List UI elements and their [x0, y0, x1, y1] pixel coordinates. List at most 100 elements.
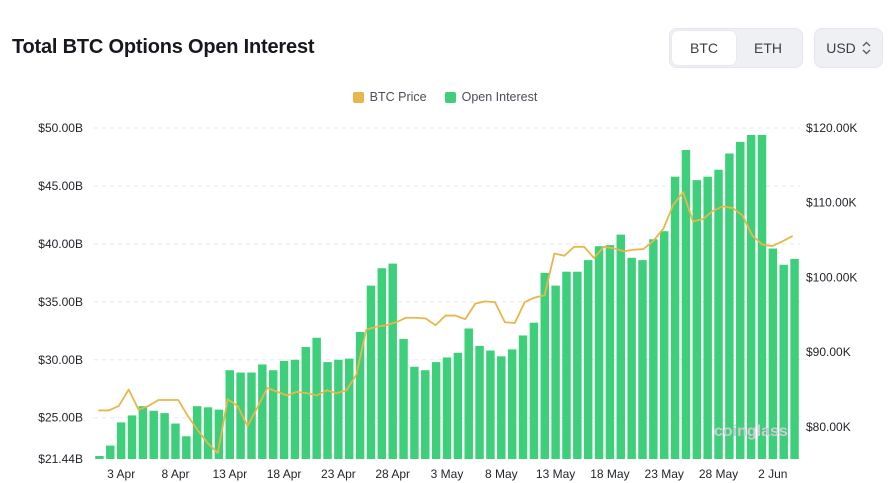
legend-label-btc-price: BTC Price: [369, 90, 427, 104]
open-interest-bar: [605, 245, 615, 459]
y-right-tick-label: $120.00K: [806, 121, 857, 135]
y-left-tick-label: $25.00B: [38, 411, 83, 425]
open-interest-bar: [334, 359, 343, 459]
currency-select-value: USD: [826, 40, 856, 56]
open-interest-bar: [149, 410, 158, 459]
open-interest-bar: [736, 141, 745, 459]
open-interest-bar: [192, 406, 202, 459]
legend-item-open-interest[interactable]: Open Interest: [444, 90, 538, 104]
y-right-tick-label: $80.00K: [806, 420, 851, 434]
x-tick-label: 8 Apr: [161, 467, 189, 481]
open-interest-bar: [790, 258, 799, 459]
legend-swatch-open-interest: [444, 91, 456, 103]
open-interest-bar: [301, 347, 311, 459]
open-interest-bar: [486, 350, 495, 459]
open-interest-bar: [725, 153, 734, 459]
x-tick-label: 28 Apr: [375, 467, 410, 481]
chevron-up-down-icon: [862, 41, 871, 55]
open-interest-bar: [681, 150, 691, 459]
y-left-tick-label: $35.00B: [38, 295, 83, 309]
open-interest-bar: [692, 180, 702, 459]
x-tick-label: 23 Apr: [321, 467, 356, 481]
legend-label-open-interest: Open Interest: [461, 90, 538, 104]
open-interest-bar: [421, 370, 430, 459]
open-interest-bar: [714, 169, 723, 459]
y-right-tick-label: $110.00K: [806, 196, 857, 210]
open-interest-bar: [268, 370, 278, 459]
y-left-tick-label: $40.00B: [38, 237, 83, 251]
asset-option-btc[interactable]: BTC: [672, 31, 736, 65]
currency-select[interactable]: USD: [814, 28, 883, 68]
open-interest-bar: [768, 248, 778, 459]
open-interest-bar: [746, 134, 756, 459]
open-interest-bar: [95, 455, 104, 459]
x-tick-label: 13 Apr: [212, 467, 247, 481]
x-tick-label: 2 Jun: [758, 467, 787, 481]
y-right-tick-label: $100.00K: [806, 270, 857, 284]
open-interest-bar: [464, 328, 473, 459]
btc-price-line: [98, 191, 793, 454]
open-interest-bar: [290, 359, 300, 459]
open-interest-bar: [366, 285, 376, 459]
open-interest-bar: [442, 357, 452, 459]
open-interest-bar: [659, 231, 669, 459]
open-interest-bar: [475, 345, 484, 459]
x-tick-label: 28 May: [699, 467, 738, 481]
open-interest-bar: [355, 331, 365, 459]
open-interest-bar: [225, 370, 234, 459]
y-left-tick-label: $45.00B: [38, 179, 83, 193]
open-interest-bar: [312, 337, 321, 459]
legend-item-btc-price[interactable]: BTC Price: [352, 90, 427, 104]
open-interest-bar: [638, 260, 647, 459]
open-interest-bar: [138, 406, 148, 459]
open-interest-bar: [562, 271, 571, 459]
asset-toggle: BTC ETH: [669, 28, 803, 68]
open-interest-bar: [106, 445, 115, 459]
open-interest-bar: [649, 239, 658, 459]
open-interest-bar: [551, 285, 560, 459]
y-left-tick-label: $30.00B: [38, 353, 83, 367]
open-interest-bar: [388, 263, 397, 459]
y-left-tick-label: $50.00B: [38, 121, 83, 135]
asset-option-eth[interactable]: ETH: [754, 40, 782, 56]
y-right-tick-label: $90.00K: [806, 345, 851, 359]
x-tick-label: 18 Apr: [267, 467, 302, 481]
x-tick-label: 23 May: [645, 467, 684, 481]
open-interest-bar: [703, 176, 712, 459]
open-interest-bar: [399, 338, 408, 459]
open-interest-bar: [214, 409, 224, 459]
open-interest-bar: [540, 272, 549, 459]
x-tick-label: 3 Apr: [107, 467, 135, 481]
open-interest-bar: [410, 366, 419, 459]
x-tick-label: 8 May: [485, 467, 518, 481]
open-interest-bar: [583, 260, 593, 459]
open-interest-bar: [323, 362, 332, 459]
open-interest-bar: [779, 264, 788, 459]
open-interest-bar: [594, 246, 604, 459]
open-interest-bar: [345, 358, 354, 459]
x-tick-label: 13 May: [536, 467, 575, 481]
open-interest-bar: [279, 360, 289, 459]
page-title: Total BTC Options Open Interest: [12, 36, 315, 58]
chart-legend: BTC Price Open Interest: [0, 90, 890, 104]
open-interest-bar: [518, 335, 528, 459]
open-interest-bar: [757, 134, 767, 459]
open-interest-bar: [453, 352, 463, 459]
open-interest-bar: [377, 268, 387, 459]
open-interest-bar: [127, 415, 137, 459]
y-left-tick-label: $21.44B: [38, 452, 83, 466]
open-interest-bar: [171, 423, 180, 459]
open-interest-bar: [497, 356, 506, 459]
open-interest-bar: [529, 322, 539, 459]
open-interest-bar: [247, 372, 256, 459]
watermark-text: coinglass: [714, 423, 788, 440]
x-tick-label: 3 May: [431, 467, 464, 481]
open-interest-bar: [116, 422, 126, 459]
open-interest-bar: [258, 364, 267, 459]
x-tick-label: 18 May: [590, 467, 629, 481]
open-interest-bar: [670, 176, 680, 459]
open-interest-bar: [160, 413, 169, 459]
open-interest-bar: [616, 234, 626, 459]
open-interest-bar: [507, 349, 517, 459]
